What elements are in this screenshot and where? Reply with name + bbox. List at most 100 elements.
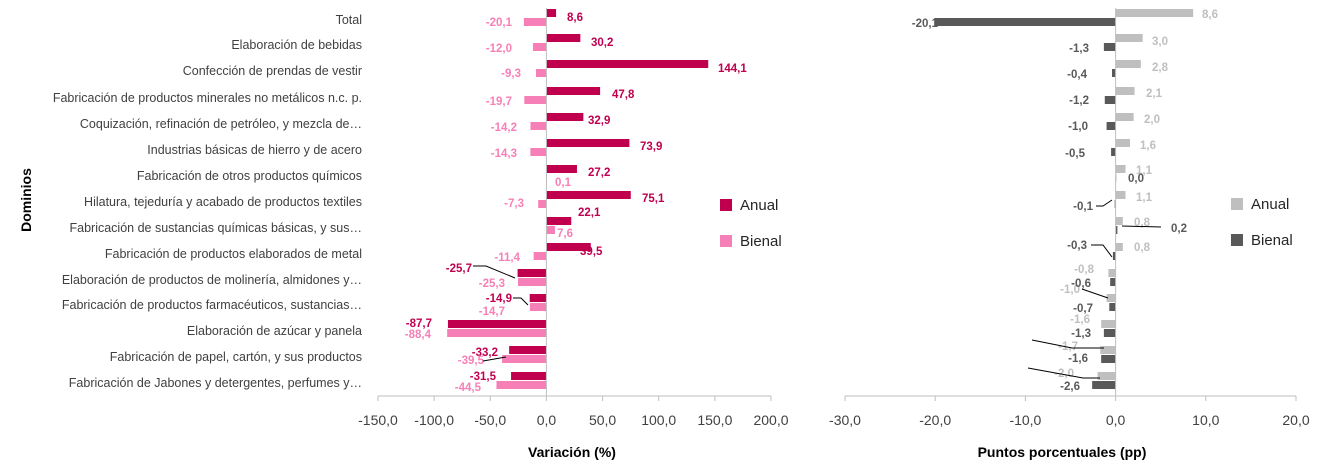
bar-bienal [533, 252, 547, 260]
data-label-anual: -2,0 [1054, 368, 1074, 380]
category-label: Fabricación de productos elaborados de m… [105, 247, 362, 261]
data-label-bienal: -0,1 [1073, 201, 1093, 213]
legend-label-bienal: Bienal [1251, 232, 1293, 249]
bar-anual [1108, 269, 1116, 277]
category-label: Confección de prendas de vestir [183, 64, 362, 78]
category-label: Elaboración de azúcar y panela [187, 324, 362, 338]
bar-anual [546, 139, 630, 147]
bar-anual [529, 294, 547, 302]
x-axis-title: Puntos porcentuales (pp) [978, 444, 1147, 460]
data-label-anual: 30,2 [591, 37, 613, 49]
data-label-bienal: -20,1 [912, 18, 939, 30]
data-label-anual: 22,1 [578, 207, 601, 219]
x-tick-label: -50,0 [474, 412, 506, 428]
bar-anual [1106, 294, 1116, 302]
bar-anual [546, 87, 601, 95]
legend-label-anual: Anual [1251, 196, 1289, 213]
data-label-anual: 8,6 [567, 12, 583, 24]
bar-bienal [518, 278, 547, 286]
x-tick-label: -100,0 [414, 412, 454, 428]
data-label-bienal: -7,3 [504, 198, 524, 210]
x-tick-label: 20,0 [1282, 412, 1309, 428]
data-label-anual: 2,1 [1146, 88, 1163, 100]
left-chart: Total Elaboración de bebidas Confección de… [18, 8, 789, 460]
category-label: Total [336, 13, 362, 27]
data-label-anual: 1,1 [1136, 192, 1153, 204]
bar-anual [546, 34, 581, 42]
category-label: Hilatura, tejeduría y acabado de product… [84, 195, 362, 209]
category-label: Fabricación de productos minerales no me… [53, 91, 362, 105]
data-label-bienal: 0,1 [555, 177, 572, 189]
data-label-bienal: -88,4 [405, 329, 432, 341]
bar-bienal [532, 43, 547, 51]
data-label-anual: 1,6 [1140, 140, 1156, 152]
data-label-anual: 8,6 [1202, 9, 1218, 21]
data-label-bienal: -11,4 [494, 252, 520, 264]
bar-anual [546, 113, 584, 121]
data-label-anual: 47,8 [612, 89, 635, 101]
bar-bienal [502, 355, 547, 363]
x-tick-label: 0,0 [1106, 412, 1126, 428]
bar-bienal [1111, 69, 1116, 77]
y-axis-title: Dominios [18, 168, 34, 232]
category-label: Fabricación de papel, cartón, y sus prod… [110, 350, 362, 364]
x-tick-label: 100,0 [641, 412, 676, 428]
bar-bienal [447, 329, 547, 337]
bar-bienal [546, 226, 555, 234]
data-label-bienal: -0,3 [1067, 240, 1087, 252]
data-label-anual: 32,9 [588, 115, 610, 127]
data-label-bienal: -14,7 [479, 306, 505, 318]
data-label-bienal: 0,2 [1171, 223, 1187, 235]
bar-bienal [538, 200, 547, 208]
data-label-anual: 0,8 [1134, 217, 1151, 229]
data-label-bienal: -39,5 [458, 355, 485, 367]
data-label-bienal: -9,3 [501, 68, 521, 80]
leader-line [473, 265, 516, 279]
data-label-anual: -14,9 [486, 293, 512, 305]
x-tick-label: 200,0 [753, 412, 788, 428]
bar-anual [447, 320, 547, 328]
x-axis-title: Variación (%) [528, 444, 616, 460]
right-chart: 8,6 3,0 2,8 2,1 2,0 1,6 1,1 1,1 0,8 0,8 -0,8 -1,0 -1… [829, 8, 1310, 460]
data-label-anual: 73,9 [640, 141, 662, 153]
leader-line [1031, 339, 1104, 349]
data-label-anual: 3,0 [1152, 36, 1168, 48]
category-label: Fabricación de Jabones y detergentes, pe… [69, 376, 362, 390]
leader-line [1121, 225, 1162, 228]
data-label-bienal: 0,0 [1128, 173, 1144, 185]
data-label-bienal: -1,3 [1069, 43, 1089, 55]
bar-anual [546, 217, 572, 225]
data-label-anual: -25,7 [446, 263, 472, 275]
legend-label-bienal: Bienal [740, 233, 782, 250]
bar-anual [1115, 60, 1141, 68]
data-label-anual: -1,6 [1070, 314, 1090, 326]
data-label-bienal: -1,3 [1071, 328, 1091, 340]
bar-bienal [1110, 278, 1116, 286]
data-label-bienal: -0,4 [1067, 69, 1087, 81]
data-label-anual: 27,2 [588, 167, 610, 179]
x-tick-label: -10,0 [1009, 412, 1041, 428]
bar-anual [1115, 113, 1134, 121]
category-label: Fabricación de sustancias químicas básic… [70, 221, 363, 235]
bar-bienal [524, 96, 547, 104]
bar-anual [1115, 9, 1194, 17]
data-label-anual: 1,1 [1136, 165, 1153, 177]
data-label-bienal: -12,0 [486, 43, 512, 55]
data-label-bienal: -14,3 [491, 148, 517, 160]
x-tick-label: 0,0 [537, 412, 557, 428]
data-label-anual: -31,5 [470, 371, 497, 383]
bar-anual [517, 269, 547, 277]
category-label: Elaboración de bebidas [231, 38, 362, 52]
bar-bienal [1104, 96, 1116, 104]
data-label-anual: 2,0 [1144, 114, 1160, 126]
data-label-bienal: -20,1 [486, 17, 513, 29]
data-label-bienal: -0,6 [1071, 278, 1091, 290]
data-label-anual: -0,8 [1074, 264, 1094, 276]
data-label-anual: 2,8 [1152, 62, 1169, 74]
leader-line [1091, 244, 1113, 258]
bar-bienal [1111, 148, 1116, 156]
bar-anual [1115, 139, 1131, 147]
leader-line [482, 356, 507, 362]
x-tick-label: 150,0 [697, 412, 732, 428]
